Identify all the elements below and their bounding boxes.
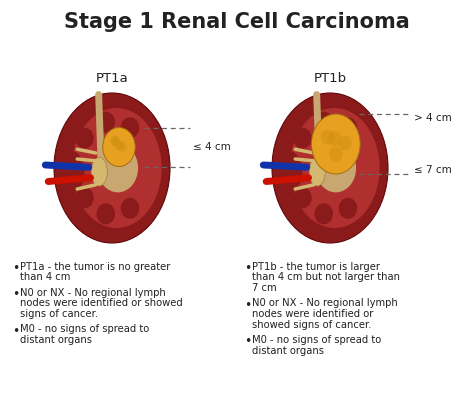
Text: nodes were identified or: nodes were identified or	[252, 309, 374, 319]
Ellipse shape	[97, 112, 115, 133]
Ellipse shape	[328, 131, 341, 146]
Ellipse shape	[314, 112, 333, 133]
Ellipse shape	[54, 93, 170, 243]
Ellipse shape	[91, 158, 107, 186]
Ellipse shape	[75, 127, 94, 148]
Text: •: •	[244, 262, 251, 275]
Ellipse shape	[118, 142, 127, 152]
Ellipse shape	[276, 151, 302, 193]
Ellipse shape	[329, 147, 343, 162]
Text: PT1b: PT1b	[313, 71, 346, 85]
Text: 7 cm: 7 cm	[252, 283, 277, 293]
Ellipse shape	[97, 203, 115, 224]
Ellipse shape	[72, 108, 162, 228]
Text: N0 or NX - No regional lymph: N0 or NX - No regional lymph	[252, 299, 398, 308]
Ellipse shape	[121, 117, 139, 138]
Ellipse shape	[316, 144, 356, 193]
Text: > 4 cm: > 4 cm	[414, 113, 452, 123]
Ellipse shape	[339, 198, 357, 219]
Ellipse shape	[293, 127, 312, 148]
Ellipse shape	[114, 141, 123, 150]
Text: N0 or NX - No regional lymph: N0 or NX - No regional lymph	[20, 288, 166, 298]
Text: ≤ 4 cm: ≤ 4 cm	[193, 142, 231, 152]
Text: showed signs of cancer.: showed signs of cancer.	[252, 320, 372, 330]
Text: Stage 1 Renal Cell Carcinoma: Stage 1 Renal Cell Carcinoma	[64, 12, 410, 32]
Ellipse shape	[290, 108, 380, 228]
Ellipse shape	[272, 93, 388, 243]
Ellipse shape	[311, 114, 360, 174]
Ellipse shape	[293, 187, 312, 208]
Ellipse shape	[339, 117, 357, 138]
Text: than 4 cm: than 4 cm	[20, 272, 70, 283]
Text: distant organs: distant organs	[20, 335, 92, 345]
Ellipse shape	[111, 136, 120, 146]
Text: •: •	[12, 288, 19, 301]
Text: •: •	[12, 262, 19, 275]
Ellipse shape	[58, 151, 84, 193]
Ellipse shape	[321, 130, 334, 145]
Text: M0 - no signs of spread to: M0 - no signs of spread to	[20, 324, 149, 335]
Ellipse shape	[111, 136, 119, 145]
Ellipse shape	[309, 158, 325, 186]
Text: •: •	[244, 335, 251, 348]
Text: •: •	[244, 299, 251, 312]
Ellipse shape	[75, 187, 94, 208]
Text: •: •	[12, 324, 19, 337]
Ellipse shape	[103, 127, 135, 166]
Text: PT1a: PT1a	[96, 71, 128, 85]
Text: signs of cancer.: signs of cancer.	[20, 309, 98, 319]
Text: M0 - no signs of spread to: M0 - no signs of spread to	[252, 335, 381, 345]
Text: nodes were identified or showed: nodes were identified or showed	[20, 299, 183, 308]
Text: distant organs: distant organs	[252, 345, 324, 355]
Text: ≤ 7 cm: ≤ 7 cm	[414, 165, 452, 175]
Ellipse shape	[338, 136, 352, 150]
Text: than 4 cm but not larger than: than 4 cm but not larger than	[252, 272, 400, 283]
Ellipse shape	[98, 144, 138, 193]
Ellipse shape	[121, 198, 139, 219]
Ellipse shape	[314, 203, 333, 224]
Text: PT1b - the tumor is larger: PT1b - the tumor is larger	[252, 262, 380, 272]
Text: PT1a - the tumor is no greater: PT1a - the tumor is no greater	[20, 262, 170, 272]
